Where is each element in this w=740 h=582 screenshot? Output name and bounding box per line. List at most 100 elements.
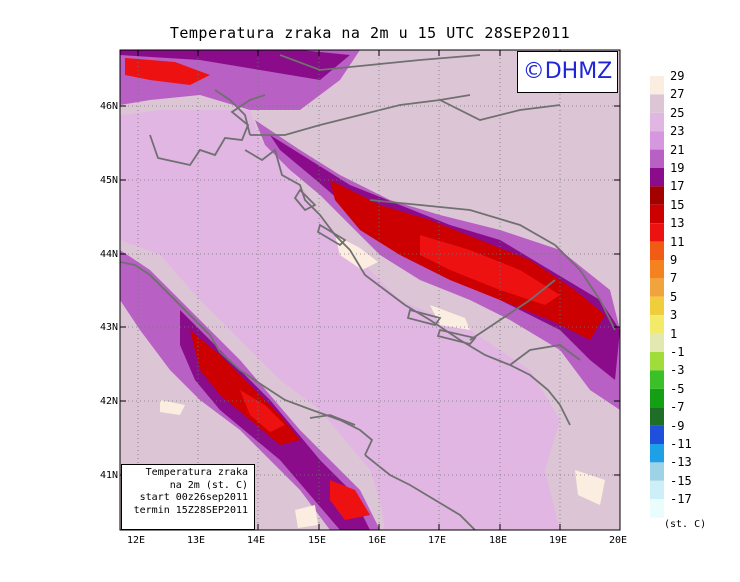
legend-label: 7 — [670, 271, 678, 286]
lat-label-45: 45N — [99, 175, 118, 186]
legend-label: -7 — [670, 400, 685, 415]
legend-label: -5 — [670, 381, 685, 396]
coast-italy-east — [120, 261, 374, 456]
graticule — [120, 50, 620, 530]
border-slovenia-croatia — [250, 114, 361, 136]
lon-label-19: 19E — [548, 535, 568, 546]
island-2 — [316, 223, 347, 247]
legend-label: -15 — [670, 473, 692, 488]
border-bosnia-south — [469, 279, 556, 341]
legend-label: -1 — [670, 345, 685, 359]
hottest-italy — [240, 390, 285, 432]
cool-spot-2 — [430, 305, 470, 330]
lon-label-20: 20E — [608, 535, 628, 546]
legend-swatch — [650, 149, 664, 168]
info-line-3: start 00z26sep2011 — [139, 492, 248, 503]
land-balkans — [250, 50, 620, 530]
legend-label: 13 — [670, 216, 685, 231]
plot-frame — [119, 49, 621, 531]
lon-label-16: 16E — [367, 535, 387, 546]
legend-swatch — [650, 315, 664, 334]
legend-label: 25 — [670, 105, 685, 120]
legend-swatch — [650, 333, 664, 352]
legend-swatch — [650, 131, 664, 150]
lon-label-14: 14E — [246, 535, 266, 546]
border-bosnia — [369, 199, 556, 246]
lon-label-17: 17E — [427, 535, 447, 546]
legend-label: -17 — [670, 492, 692, 507]
legend-swatch — [650, 388, 664, 408]
legend-label: -9 — [670, 418, 685, 433]
legend-swatch — [650, 223, 664, 242]
cool-spot-4 — [575, 470, 605, 505]
coast-gargano — [309, 414, 356, 426]
legend-swatch — [650, 296, 664, 316]
legend-swatch — [650, 462, 664, 481]
info-line-2: na 2m (st. C) — [169, 479, 248, 491]
border-montenegro — [509, 344, 581, 366]
lat-label-42: 42N — [99, 396, 118, 407]
hottest-south — [330, 480, 370, 520]
hottest-north — [125, 58, 210, 85]
legend-swatch — [650, 278, 664, 297]
legend-swatch — [650, 480, 664, 500]
legend-swatch — [650, 204, 664, 224]
island-3 — [406, 308, 442, 327]
legend-swatch — [650, 352, 664, 371]
info-box: Temperatura zraka na 2m (st. C) start 00… — [121, 464, 255, 530]
border-serbia — [554, 244, 616, 331]
legend-label: 29 — [670, 69, 685, 83]
hottest-dinaric — [420, 235, 560, 305]
dhmz-logo: ©DHMZ — [517, 51, 618, 93]
color-legend — [650, 76, 664, 518]
legend-swatch — [650, 407, 664, 426]
legend-swatch — [650, 94, 664, 113]
legend-swatch — [650, 444, 664, 463]
legend-swatch — [650, 76, 664, 95]
legend-label: 17 — [670, 179, 685, 194]
legend-label: -11 — [670, 437, 692, 451]
legend-label: 11 — [670, 234, 685, 249]
legend-label: 27 — [670, 87, 685, 102]
legend-label: 23 — [670, 124, 685, 139]
legend-label: -3 — [670, 363, 685, 378]
legend-label: 19 — [670, 161, 685, 175]
lon-label-18: 18E — [488, 535, 508, 546]
legend-label: 3 — [670, 308, 678, 323]
legend-swatch — [650, 260, 664, 279]
cool-spot-1 — [335, 235, 378, 270]
legend-swatch — [650, 425, 664, 444]
lon-label-15: 15E — [307, 535, 327, 546]
legend-swatch — [650, 499, 664, 518]
legend-label: 9 — [670, 253, 678, 267]
legend-label: 1 — [670, 326, 678, 341]
legend-swatch — [650, 241, 664, 260]
lat-label-44: 44N — [99, 249, 118, 260]
legend-label: 5 — [670, 289, 678, 304]
borders — [214, 54, 616, 366]
border-italy-slovenia — [214, 89, 251, 136]
lat-label-41: 41N — [99, 470, 118, 481]
lon-label-12: 12E — [126, 535, 146, 546]
border-austria — [279, 54, 481, 71]
island-1 — [293, 188, 317, 212]
border-croatia-hungary — [359, 94, 471, 116]
info-line-4: termin 15Z28SEP2011 — [133, 504, 248, 516]
lat-label-43: 43N — [99, 322, 118, 333]
coast-apulia — [364, 454, 476, 530]
cool-spot-3 — [160, 400, 185, 415]
legend-label: 21 — [670, 142, 685, 157]
lat-label-46: 46N — [99, 101, 118, 112]
lon-label-13: 13E — [186, 535, 206, 546]
coast-adriatic-east — [244, 148, 571, 426]
legend-swatch — [650, 168, 664, 187]
map-field — [120, 50, 620, 530]
legend-label: 15 — [670, 197, 685, 212]
legend-swatch — [650, 186, 664, 205]
legend-swatch — [650, 112, 664, 132]
axis-ticks — [120, 50, 621, 530]
legend-label: -13 — [670, 455, 692, 470]
legend-swatch — [650, 370, 664, 389]
hot-core-north — [120, 50, 350, 80]
